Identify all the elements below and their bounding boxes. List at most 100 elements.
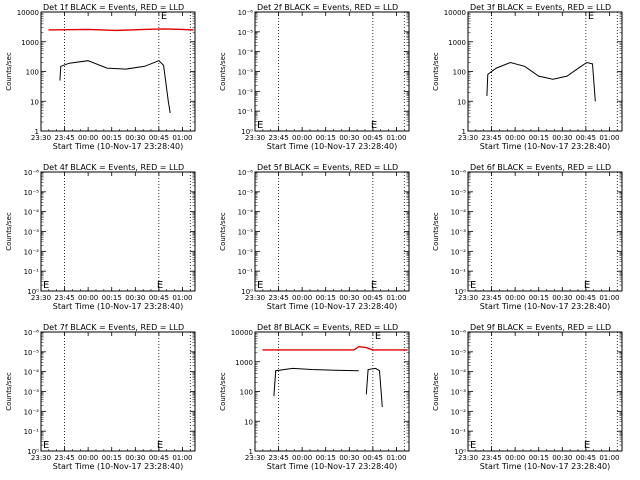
panel-det-6: Det 6f BLACK = Events, RED = LLD 23:30 23:… — [432, 163, 623, 311]
y-tick-label: 10⁰ — [241, 128, 253, 136]
x-axis-label: Start Time (10-Nov-17 23:28:40) — [267, 142, 397, 151]
y-tick-label: 10⁻¹ — [24, 428, 40, 436]
y-tick-label: 1 — [462, 128, 466, 136]
event-marker-label: E — [588, 11, 594, 22]
y-tick-label: 10⁻³ — [24, 229, 40, 237]
y-tick-label: 10⁰ — [241, 288, 253, 296]
y-tick-label: 10 — [30, 98, 39, 106]
y-tick-label: 10⁻⁶ — [451, 329, 467, 337]
x-tick-label: 23:45 — [54, 454, 74, 462]
x-tick-label: 00:45 — [149, 294, 169, 302]
events-series-line — [365, 367, 383, 408]
y-tick-label: 10⁻¹ — [238, 268, 254, 276]
y-tick-label: 1 — [35, 128, 39, 136]
x-axis-label: Start Time (10-Nov-17 23:28:40) — [480, 462, 610, 471]
event-marker-label: E — [375, 331, 381, 342]
y-axis-label: Counts/sec — [432, 52, 440, 91]
y-tick-label: 10000 — [17, 9, 39, 17]
plot-frame — [40, 331, 196, 452]
y-tick-label: 10⁻¹ — [24, 268, 40, 276]
y-tick-label: 10⁻⁵ — [238, 29, 254, 37]
y-tick-label: 10⁻³ — [238, 69, 254, 77]
x-axis-label: Start Time (10-Nov-17 23:28:40) — [267, 302, 397, 311]
y-tick-label: 10⁰ — [454, 288, 466, 296]
panel-det-4: Det 4f BLACK = Events, RED = LLD 23:30 23:… — [5, 163, 196, 311]
event-marker-label: E — [371, 120, 377, 131]
x-tick-label: 00:30 — [125, 454, 145, 462]
x-tick-label: 23:30 — [458, 454, 478, 462]
y-tick-label: 100 — [453, 69, 466, 77]
x-tick-label: 23:30 — [458, 294, 478, 302]
x-tick-label: 00:15 — [316, 134, 336, 142]
x-tick-label: 23:45 — [54, 134, 74, 142]
x-axis-label: Start Time (10-Nov-17 23:28:40) — [267, 462, 397, 471]
panel-title: Det 1f BLACK = Events, RED = LLD — [43, 3, 184, 12]
x-tick-label: 00:45 — [363, 454, 383, 462]
x-tick-label: 23:45 — [481, 294, 501, 302]
y-tick-label: 10⁰ — [27, 288, 39, 296]
x-tick-label: 01:00 — [172, 294, 192, 302]
y-tick-label: 10⁻⁶ — [238, 169, 254, 177]
x-tick-label: 00:00 — [78, 454, 98, 462]
x-tick-label: 00:30 — [552, 454, 572, 462]
event-marker-label: E — [157, 280, 163, 291]
panel-title: Det 8f BLACK = Events, RED = LLD — [257, 323, 398, 332]
y-tick-label: 10⁻⁴ — [238, 49, 254, 57]
y-tick-label: 100 — [240, 389, 253, 397]
x-tick-label: 01:00 — [172, 454, 192, 462]
x-tick-label: 00:00 — [292, 134, 312, 142]
y-tick-label: 10⁻¹ — [238, 108, 254, 116]
x-tick-label: 23:30 — [245, 454, 265, 462]
panel-det-8: Det 8f BLACK = Events, RED = LLD 23:30 23:… — [219, 323, 410, 471]
y-tick-label: 10⁻² — [24, 408, 40, 416]
x-tick-label: 00:00 — [505, 294, 525, 302]
x-tick-label: 01:00 — [386, 134, 406, 142]
y-tick-label: 10⁻² — [24, 248, 40, 256]
y-axis-label: Counts/sec — [5, 212, 13, 251]
y-tick-label: 10⁻⁴ — [451, 369, 467, 377]
x-tick-label: 00:15 — [102, 134, 122, 142]
y-tick-label: 10⁻⁶ — [238, 9, 254, 17]
y-tick-label: 10⁻¹ — [451, 428, 467, 436]
plot-frame — [467, 171, 623, 292]
x-tick-label: 00:00 — [292, 454, 312, 462]
x-tick-label: 01:00 — [599, 294, 619, 302]
x-tick-label: 00:00 — [505, 454, 525, 462]
y-tick-label: 10000 — [444, 9, 466, 17]
x-axis-label: Start Time (10-Nov-17 23:28:40) — [480, 302, 610, 311]
x-tick-label: 01:00 — [172, 134, 192, 142]
event-marker-label: E — [43, 280, 49, 291]
x-tick-label: 00:30 — [552, 294, 572, 302]
event-marker-label: E — [43, 440, 49, 451]
x-tick-label: 00:30 — [339, 454, 359, 462]
panel-det-3: Det 3f BLACK = Events, RED = LLD 23:30 23:… — [432, 3, 623, 151]
event-marker-label: E — [470, 440, 476, 451]
x-tick-label: 00:15 — [529, 454, 549, 462]
x-tick-label: 00:15 — [102, 294, 122, 302]
x-tick-label: 23:45 — [54, 294, 74, 302]
x-tick-label: 00:15 — [529, 294, 549, 302]
y-tick-label: 1000 — [235, 359, 253, 367]
x-tick-label: 23:30 — [245, 134, 265, 142]
plot-frame — [254, 171, 410, 292]
x-tick-label: 23:30 — [31, 294, 51, 302]
y-axis-label: Counts/sec — [5, 52, 13, 91]
panel-title: Det 6f BLACK = Events, RED = LLD — [470, 163, 611, 172]
y-tick-label: 10⁻² — [238, 248, 254, 256]
x-tick-label: 00:30 — [339, 134, 359, 142]
x-tick-label: 00:45 — [149, 134, 169, 142]
x-tick-label: 00:00 — [78, 134, 98, 142]
x-axis-label: Start Time (10-Nov-17 23:28:40) — [53, 142, 183, 151]
event-marker-label: E — [157, 440, 163, 451]
y-tick-label: 10 — [244, 418, 253, 426]
panel-title: Det 2f BLACK = Events, RED = LLD — [257, 3, 398, 12]
y-tick-label: 10⁻³ — [451, 229, 467, 237]
y-tick-label: 10⁻¹ — [451, 268, 467, 276]
panel-det-5: Det 5f BLACK = Events, RED = LLD 23:30 23:… — [219, 163, 410, 311]
x-tick-label: 01:00 — [599, 134, 619, 142]
panel-title: Det 3f BLACK = Events, RED = LLD — [470, 3, 611, 12]
y-tick-label: 10⁻² — [451, 408, 467, 416]
x-axis-label: Start Time (10-Nov-17 23:28:40) — [480, 142, 610, 151]
x-axis-label: Start Time (10-Nov-17 23:28:40) — [53, 462, 183, 471]
